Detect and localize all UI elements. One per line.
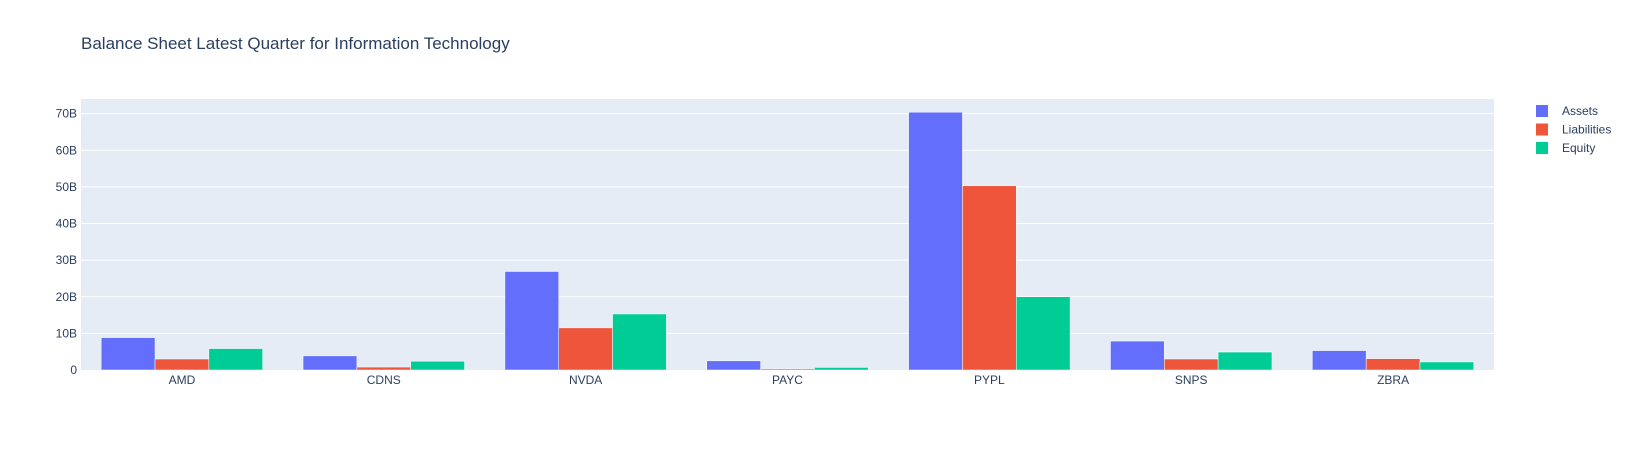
bar-assets-zbra[interactable] (1312, 350, 1367, 371)
x-tick-label: CDNS (367, 373, 401, 387)
legend-swatch (1536, 142, 1548, 154)
y-tick-label: 0 (70, 363, 77, 377)
y-tick-label: 50B (56, 180, 77, 194)
bar-equity-zbra[interactable] (1419, 361, 1475, 371)
legend-item-equity[interactable]: Equity (1536, 141, 1595, 155)
bar-assets-amd[interactable] (100, 337, 156, 371)
y-tick-label: 30B (56, 253, 77, 267)
bar-equity-nvda[interactable] (612, 313, 667, 371)
y-axis-ticks: 0 10B 20B 30B 40B 50B 60B 70B (56, 107, 78, 377)
legend-item-assets[interactable]: Assets (1536, 104, 1598, 118)
y-tick-label: 40B (56, 217, 77, 231)
bar-assets-payc[interactable] (706, 360, 761, 371)
bar-equity-pypl[interactable] (1016, 296, 1071, 371)
bar-liabilities-nvda[interactable] (558, 327, 613, 371)
bar-assets-nvda[interactable] (504, 271, 559, 371)
plot-area (81, 99, 1494, 370)
bar-liabilities-cdns[interactable] (356, 366, 411, 371)
y-tick-label: 60B (56, 143, 77, 157)
legend-swatch (1536, 123, 1548, 136)
legend-label: Equity (1562, 141, 1595, 155)
bar-liabilities-snps[interactable] (1164, 358, 1219, 371)
bars (100, 111, 1475, 371)
x-tick-label: PAYC (772, 373, 803, 387)
x-tick-label: NVDA (569, 373, 602, 387)
x-tick-label: SNPS (1175, 373, 1208, 387)
bar-liabilities-amd[interactable] (154, 358, 210, 371)
bar-equity-amd[interactable] (208, 348, 263, 371)
bar-assets-cdns[interactable] (302, 355, 358, 371)
legend[interactable]: Assets Liabilities Equity (1536, 104, 1611, 155)
bar-equity-snps[interactable] (1217, 351, 1273, 371)
x-tick-label: ZBRA (1377, 373, 1409, 387)
bar-assets-pypl[interactable] (908, 111, 963, 371)
x-tick-label: PYPL (974, 373, 1005, 387)
chart-title: Balance Sheet Latest Quarter for Informa… (81, 34, 510, 53)
y-tick-label: 10B (56, 326, 77, 340)
legend-label: Liabilities (1562, 123, 1611, 137)
bar-equity-payc[interactable] (814, 367, 869, 371)
bar-liabilities-zbra[interactable] (1365, 358, 1421, 371)
legend-label: Assets (1562, 104, 1598, 118)
bar-liabilities-pypl[interactable] (962, 185, 1017, 371)
x-axis-ticks: AMD CDNS NVDA PAYC PYPL SNPS ZBRA (169, 373, 1409, 387)
legend-item-liabilities[interactable]: Liabilities (1536, 123, 1611, 137)
bar-assets-snps[interactable] (1110, 340, 1165, 371)
y-tick-label: 20B (56, 290, 77, 304)
bar-equity-cdns[interactable] (410, 360, 465, 371)
y-tick-label: 70B (56, 107, 77, 121)
legend-swatch (1536, 105, 1548, 117)
bar-liabilities-payc[interactable] (760, 368, 815, 371)
gridlines (81, 113, 1494, 334)
x-tick-label: AMD (169, 373, 196, 387)
